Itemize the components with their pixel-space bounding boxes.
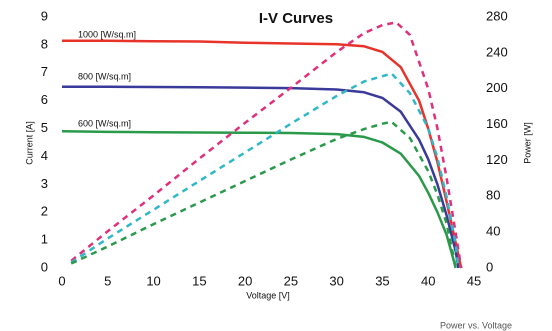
y-tick-label: 7 xyxy=(41,64,48,79)
x-tick-label: 5 xyxy=(104,273,111,288)
y-tick-label: 1 xyxy=(41,232,48,247)
y2-tick-label: 160 xyxy=(486,116,508,131)
y2-tick-label: 40 xyxy=(486,224,500,239)
y-tick-label: 6 xyxy=(41,92,48,107)
curve-label: 1000 [W/sq.m] xyxy=(78,29,136,39)
y-tick-label: 3 xyxy=(41,176,48,191)
y2-tick-label: 200 xyxy=(486,80,508,95)
x-tick-label: 0 xyxy=(58,273,65,288)
x-tick-label: 25 xyxy=(284,273,298,288)
y-tick-label: 5 xyxy=(41,120,48,135)
power-curve xyxy=(70,120,457,269)
curve-label: 800 [W/sq.m] xyxy=(78,71,131,81)
x-tick-label: 45 xyxy=(467,273,481,288)
y-tick-label: 9 xyxy=(41,8,48,23)
y2-tick-label: 0 xyxy=(486,259,493,274)
current-curve xyxy=(62,39,463,269)
power-curve xyxy=(70,21,463,269)
y-tick-label: 0 xyxy=(41,259,48,274)
x-tick-label: 15 xyxy=(192,273,206,288)
current-curve xyxy=(61,130,457,269)
y2-axis-label: Power [W] xyxy=(522,122,532,164)
x-tick-label: 10 xyxy=(146,273,160,288)
x-tick-label: 30 xyxy=(329,273,343,288)
chart-title: I-V Curves xyxy=(259,10,333,27)
y-tick-label: 4 xyxy=(41,148,48,163)
y-tick-label: 2 xyxy=(41,204,48,219)
curve-label: 600 [W/sq.m] xyxy=(78,118,131,128)
y2-tick-label: 240 xyxy=(486,44,508,59)
x-tick-label: 35 xyxy=(375,273,389,288)
x-axis-label: Voltage [V] xyxy=(246,290,290,300)
y2-tick-label: 80 xyxy=(486,188,500,203)
y2-tick-label: 280 xyxy=(486,8,508,23)
current-curve xyxy=(62,85,460,269)
power-curve xyxy=(70,72,460,269)
footnote: Power vs. Voltage xyxy=(440,320,512,330)
y-tick-label: 8 xyxy=(41,36,48,51)
y2-tick-label: 120 xyxy=(486,152,508,167)
x-tick-label: 40 xyxy=(421,273,435,288)
y-axis-label: Current [A] xyxy=(24,121,34,165)
x-tick-label: 20 xyxy=(238,273,252,288)
